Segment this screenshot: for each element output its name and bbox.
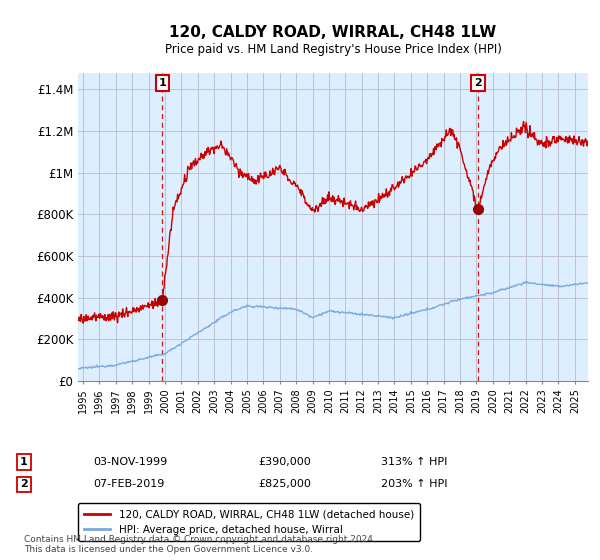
Text: 03-NOV-1999: 03-NOV-1999 bbox=[93, 457, 167, 467]
Text: 2: 2 bbox=[474, 78, 482, 88]
Text: 313% ↑ HPI: 313% ↑ HPI bbox=[381, 457, 448, 467]
Text: 07-FEB-2019: 07-FEB-2019 bbox=[93, 479, 164, 489]
Text: Price paid vs. HM Land Registry's House Price Index (HPI): Price paid vs. HM Land Registry's House … bbox=[164, 43, 502, 56]
Legend: 120, CALDY ROAD, WIRRAL, CH48 1LW (detached house), HPI: Average price, detached: 120, CALDY ROAD, WIRRAL, CH48 1LW (detac… bbox=[78, 503, 420, 541]
Text: £390,000: £390,000 bbox=[258, 457, 311, 467]
Text: 1: 1 bbox=[20, 457, 28, 467]
Text: Contains HM Land Registry data © Crown copyright and database right 2024.
This d: Contains HM Land Registry data © Crown c… bbox=[24, 535, 376, 554]
Text: 120, CALDY ROAD, WIRRAL, CH48 1LW: 120, CALDY ROAD, WIRRAL, CH48 1LW bbox=[169, 25, 497, 40]
Text: 2: 2 bbox=[20, 479, 28, 489]
Text: 1: 1 bbox=[158, 78, 166, 88]
Text: £825,000: £825,000 bbox=[258, 479, 311, 489]
Text: 203% ↑ HPI: 203% ↑ HPI bbox=[381, 479, 448, 489]
